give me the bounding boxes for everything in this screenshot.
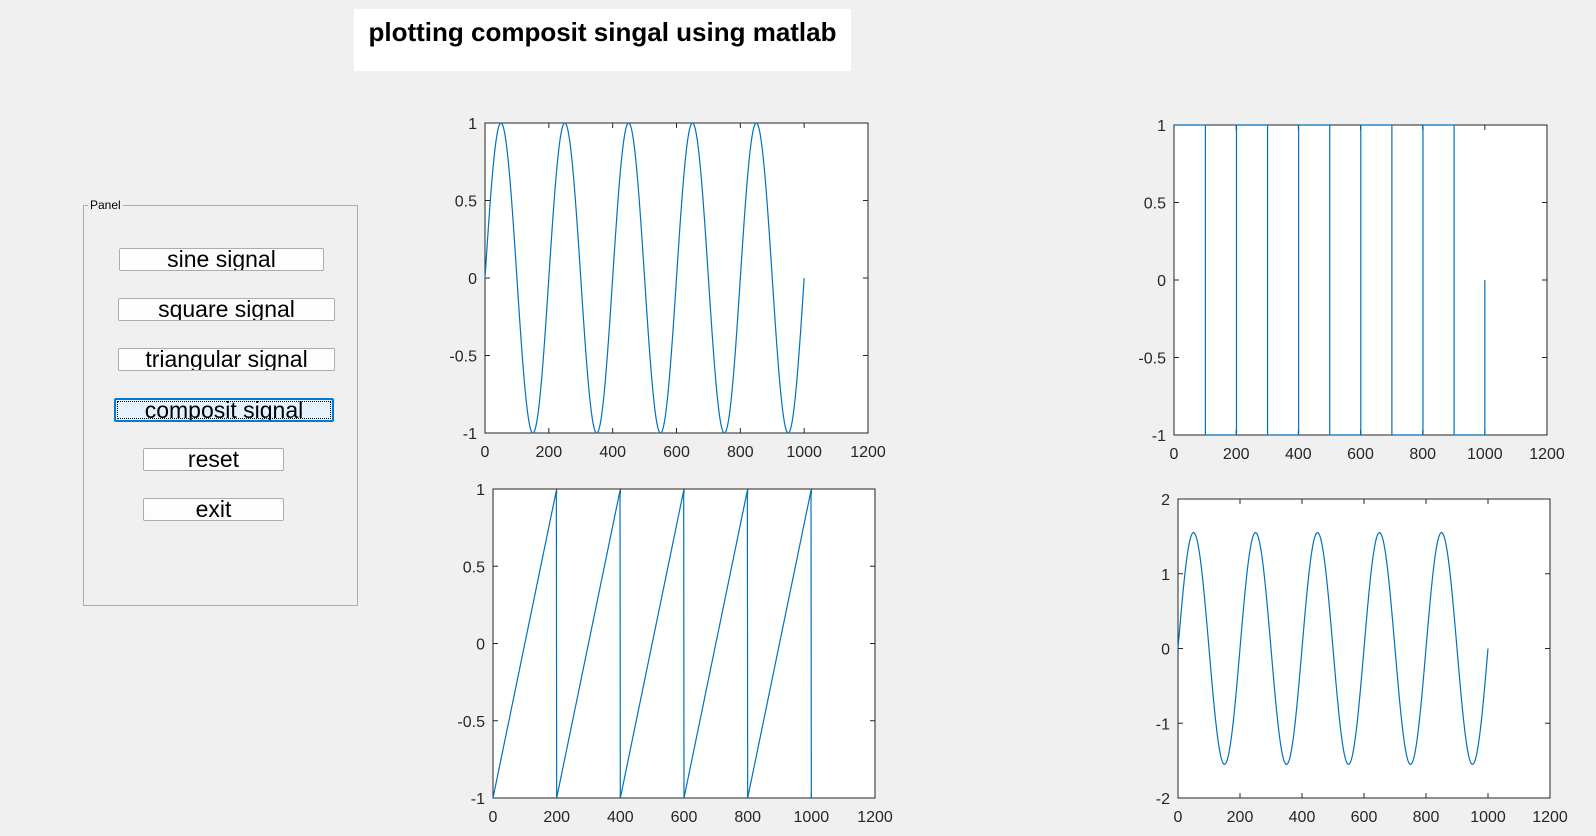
x-tick-label: 800: [727, 444, 754, 461]
exit-button[interactable]: exit: [143, 498, 284, 521]
y-tick-label: 1: [1157, 118, 1166, 135]
page-title: plotting composit singal using matlab: [368, 17, 837, 47]
x-tick-label: 400: [599, 444, 626, 461]
x-tick-label: 600: [1347, 446, 1374, 463]
x-tick-label: 200: [1227, 809, 1254, 826]
x-tick-label: 600: [1351, 809, 1378, 826]
sine-signal-button[interactable]: sine signal: [119, 248, 324, 271]
y-tick-label: 0: [1157, 273, 1166, 290]
x-tick-label: 1200: [1529, 446, 1565, 463]
x-tick-label: 600: [663, 444, 690, 461]
x-tick-label: 1200: [1532, 809, 1568, 826]
y-tick-label: -1: [1156, 716, 1170, 733]
x-tick-label: 200: [535, 444, 562, 461]
y-tick-label: -2: [1156, 791, 1170, 808]
x-tick-label: 800: [1413, 809, 1440, 826]
title-box: plotting composit singal using matlab: [354, 9, 851, 71]
x-tick-label: 1000: [1467, 446, 1503, 463]
y-tick-label: 1: [468, 116, 477, 133]
y-tick-label: -1: [463, 426, 477, 443]
x-tick-label: 0: [1174, 809, 1183, 826]
y-tick-label: 0.5: [463, 559, 485, 576]
x-tick-label: 0: [481, 444, 490, 461]
y-tick-label: 2: [1161, 492, 1170, 509]
x-tick-label: 200: [543, 809, 570, 826]
x-tick-label: 600: [671, 809, 698, 826]
panel-legend: Panel: [88, 198, 123, 212]
y-tick-label: 0.5: [1144, 196, 1166, 213]
signal-line: [1174, 124, 1486, 436]
y-tick-label: -1: [1152, 428, 1166, 445]
y-tick-label: -0.5: [1138, 351, 1166, 368]
x-tick-label: 0: [489, 809, 498, 826]
signal-line: [492, 490, 812, 799]
square-signal-button[interactable]: square signal: [118, 298, 335, 321]
x-tick-label: 800: [1409, 446, 1436, 463]
reset-button[interactable]: reset: [143, 448, 284, 471]
x-tick-label: 200: [1223, 446, 1250, 463]
composit-signal-button[interactable]: composit signal: [114, 398, 334, 422]
x-tick-label: 400: [607, 809, 634, 826]
x-tick-label: 1000: [794, 809, 830, 826]
x-tick-label: 1200: [850, 444, 886, 461]
x-tick-label: 1000: [1470, 809, 1506, 826]
y-tick-label: 0: [468, 271, 477, 288]
y-tick-label: 1: [1161, 567, 1170, 584]
x-tick-label: 1200: [857, 809, 893, 826]
x-tick-label: 0: [1170, 446, 1179, 463]
x-tick-label: 800: [734, 809, 761, 826]
y-tick-label: 0.5: [455, 194, 477, 211]
y-tick-label: -1: [471, 791, 485, 808]
y-tick-label: -0.5: [449, 349, 477, 366]
x-tick-label: 400: [1285, 446, 1312, 463]
triangular-signal-button[interactable]: triangular signal: [118, 348, 335, 371]
y-tick-label: 0: [476, 637, 485, 654]
x-tick-label: 1000: [786, 444, 822, 461]
y-tick-label: 1: [476, 482, 485, 499]
y-tick-label: -0.5: [457, 714, 485, 731]
y-tick-label: 0: [1161, 642, 1170, 659]
signal-line: [1177, 532, 1489, 765]
x-tick-label: 400: [1289, 809, 1316, 826]
signal-line: [484, 122, 805, 434]
button-panel: Panel: [83, 198, 358, 606]
